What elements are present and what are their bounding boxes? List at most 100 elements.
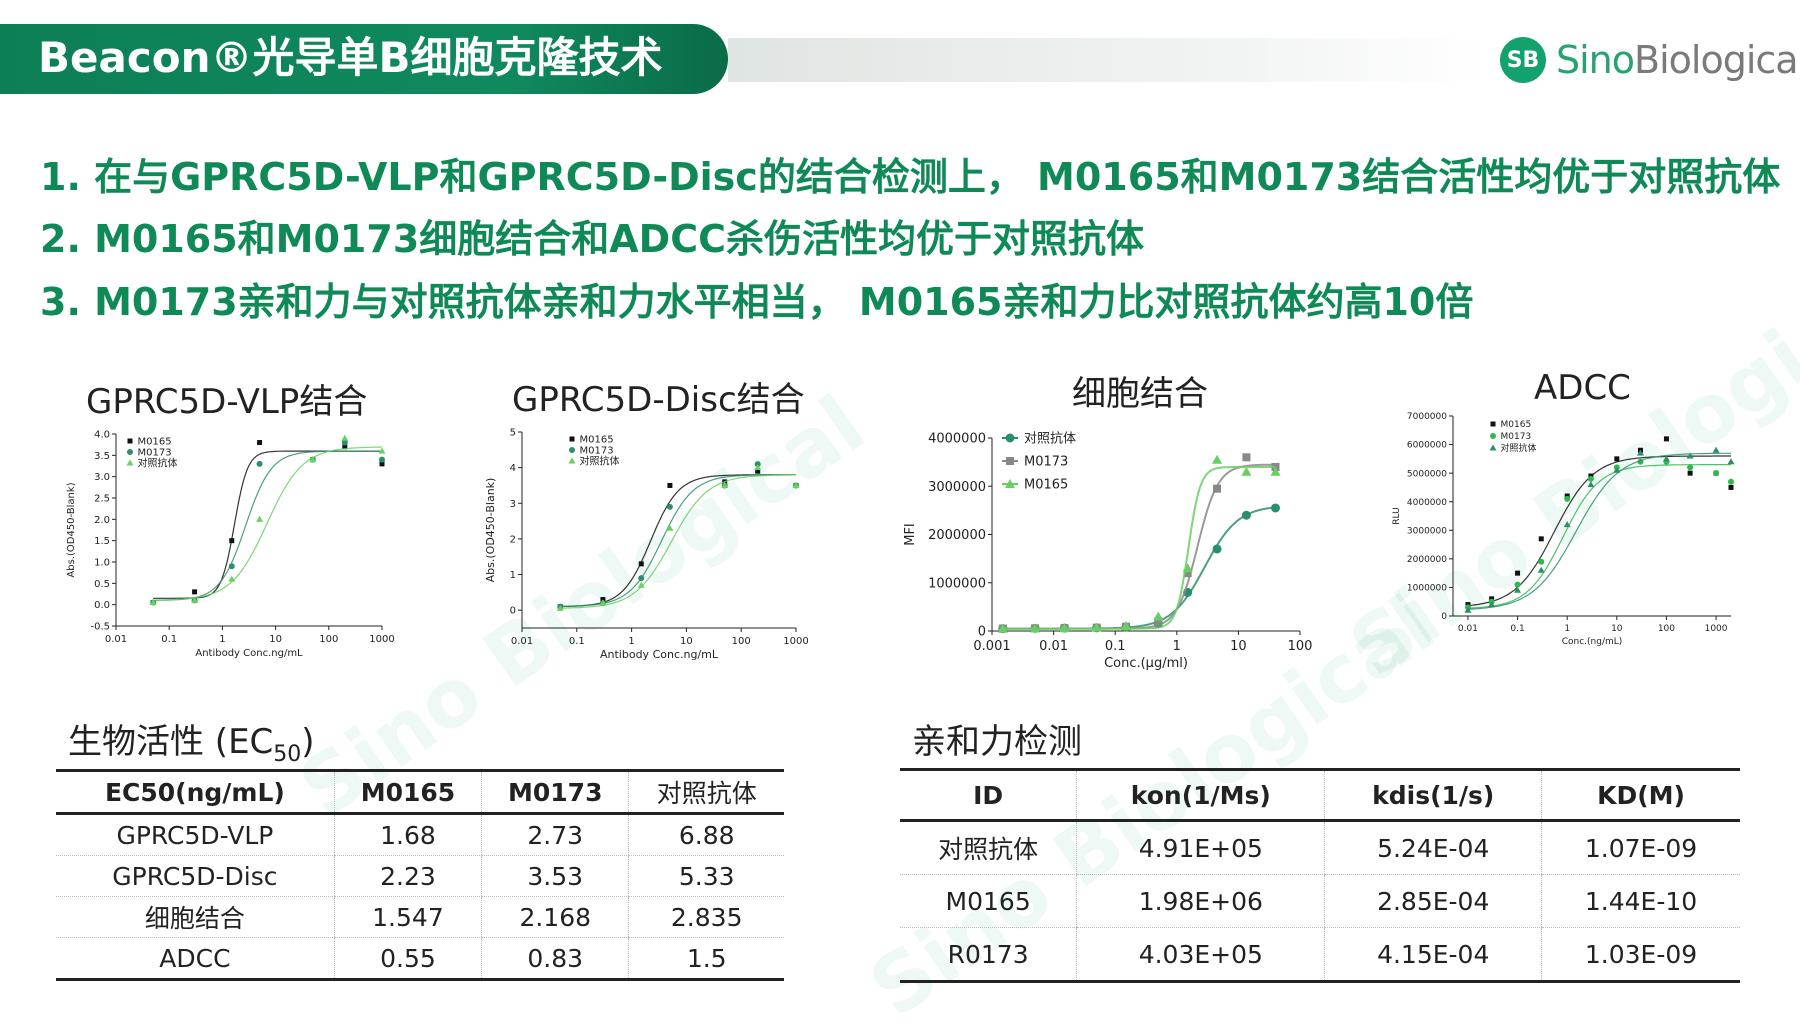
y-tick-label: 3000000 xyxy=(928,480,986,495)
logo-brand-a: Sino xyxy=(1556,38,1635,82)
x-tick-label: 100 xyxy=(1658,624,1675,634)
brand-logo: SB SinoBiological xyxy=(1500,30,1800,90)
data-point xyxy=(1212,544,1222,554)
header-cell: KD(M) xyxy=(1541,769,1740,822)
cell: 2.835 xyxy=(628,896,784,938)
affinity-table: ID kon(1/Ms) kdis(1/s) KD(M) 对照抗体 4.91E+0… xyxy=(900,768,1740,983)
data-point xyxy=(228,563,235,570)
x-tick-label: 1000 xyxy=(369,634,394,645)
fit-curve xyxy=(1467,455,1731,607)
cell: 5.33 xyxy=(628,855,784,897)
y-tick-label: 3000000 xyxy=(1407,526,1447,536)
y-tick-label: 4000000 xyxy=(1407,498,1447,508)
y-tick-label: 2000000 xyxy=(928,528,986,543)
data-point xyxy=(1686,452,1694,459)
legend-label: M0173 xyxy=(138,448,172,459)
x-tick-label: 0.1 xyxy=(569,636,585,647)
cell: 细胞结合 xyxy=(56,896,335,938)
x-tick-label: 0.01 xyxy=(511,636,533,647)
title-banner xyxy=(0,24,728,94)
header-cell: ID xyxy=(900,769,1077,822)
data-point xyxy=(191,596,199,603)
data-point xyxy=(256,460,263,467)
header-cell: 对照抗体 xyxy=(628,770,784,815)
cell: 4.03E+05 xyxy=(1076,927,1325,982)
data-point xyxy=(667,482,673,488)
table-row: 细胞结合 1.547 2.168 2.835 xyxy=(56,896,784,938)
header-cell: EC50(ng/mL) xyxy=(56,770,335,815)
chart-title-adcc: ADCC xyxy=(1534,368,1631,408)
x-axis-label: Antibody Conc.ng/mL xyxy=(195,648,303,659)
data-point xyxy=(755,468,761,474)
data-point xyxy=(229,538,235,544)
fit-curve xyxy=(560,474,796,607)
x-tick-label: 10 xyxy=(269,634,282,645)
data-point xyxy=(257,440,263,446)
data-point xyxy=(1464,606,1472,613)
bio-activity-title: 生物活性 (EC50) xyxy=(68,722,315,767)
page-title: Beacon®光导单B细胞克隆技术 xyxy=(38,33,663,82)
data-point xyxy=(1727,458,1735,465)
cell: GPRC5D-Disc xyxy=(56,855,335,897)
fit-curve xyxy=(1467,452,1731,610)
data-point xyxy=(126,459,134,466)
x-tick-label: 1 xyxy=(1564,624,1570,634)
x-axis-label: Antibody Conc.ng/mL xyxy=(600,648,719,661)
x-tick-label: 10 xyxy=(680,636,693,647)
legend-label: 对照抗体 xyxy=(1501,442,1537,454)
table-row: R0173 4.03E+05 4.15E-04 1.03E-09 xyxy=(900,927,1740,982)
chart-title-vlp: GPRC5D-VLP结合 xyxy=(86,382,368,422)
cell: ADCC xyxy=(56,937,335,980)
x-tick-label: 0.01 xyxy=(105,634,127,645)
data-point xyxy=(1241,510,1251,520)
data-point xyxy=(1663,436,1669,442)
chart-gprc5d-vlp: 0.01 0.1 1 10 100 1000 -0.5 0.0 0.5 1.0 1.5 2.0 2.5 3… xyxy=(66,430,395,660)
y-tick-label: 1000000 xyxy=(1407,584,1447,594)
table-row: GPRC5D-VLP 1.68 2.73 6.88 xyxy=(56,813,784,856)
y-tick-label: 6000000 xyxy=(1407,441,1447,451)
table-row: ADCC 0.55 0.83 1.5 xyxy=(56,937,784,980)
legend-label: M0165 xyxy=(580,435,614,446)
data-point xyxy=(379,461,385,467)
data-point xyxy=(1728,484,1734,490)
data-point xyxy=(1242,453,1251,462)
fit-curve xyxy=(153,450,382,601)
header-cell: M0165 xyxy=(333,770,482,815)
legend-label: 对照抗体 xyxy=(580,455,620,468)
data-point xyxy=(556,604,564,611)
data-point xyxy=(1514,581,1521,588)
cell: 5.24E-04 xyxy=(1324,820,1542,875)
data-point xyxy=(754,464,762,471)
legend-label: M0165 xyxy=(1024,478,1068,493)
data-point xyxy=(341,434,349,441)
x-tick-label: 1 xyxy=(219,634,225,645)
data-point xyxy=(1212,454,1223,464)
table-header-row: ID kon(1/Ms) kdis(1/s) KD(M) xyxy=(900,769,1740,822)
cell: 6.88 xyxy=(628,813,784,856)
table-row: M0165 1.98E+06 2.85E-04 1.44E-10 xyxy=(900,874,1740,928)
x-tick-label: 100 xyxy=(732,636,751,647)
chart-title-disc: GPRC5D-Disc结合 xyxy=(512,380,805,420)
data-point xyxy=(792,481,800,488)
data-point xyxy=(1241,466,1252,476)
x-axis-label: Conc.(ng/mL) xyxy=(1562,637,1623,647)
chart-cell-binding: 0.001 0.01 0.1 1 10 100 0 1000000 2000000 3000000… xyxy=(903,432,1312,671)
cell: GPRC5D-VLP xyxy=(56,813,335,856)
data-point xyxy=(1687,470,1693,476)
data-point xyxy=(192,589,198,595)
legend-label: M0165 xyxy=(138,437,172,448)
y-tick-label: 5000000 xyxy=(1407,469,1447,479)
cell: 0.55 xyxy=(333,937,482,980)
cell: 3.53 xyxy=(481,855,629,897)
data-point xyxy=(1183,569,1192,578)
data-point xyxy=(1213,484,1222,493)
y-tick-label: 4 xyxy=(510,463,516,474)
y-tick-label: 4.0 xyxy=(94,430,110,441)
legend-label: M0173 xyxy=(1501,432,1532,442)
data-point xyxy=(1488,601,1496,608)
data-point xyxy=(127,449,133,455)
data-point xyxy=(638,575,645,582)
data-point xyxy=(721,481,729,488)
data-point xyxy=(1564,495,1571,502)
data-point xyxy=(1614,456,1620,462)
